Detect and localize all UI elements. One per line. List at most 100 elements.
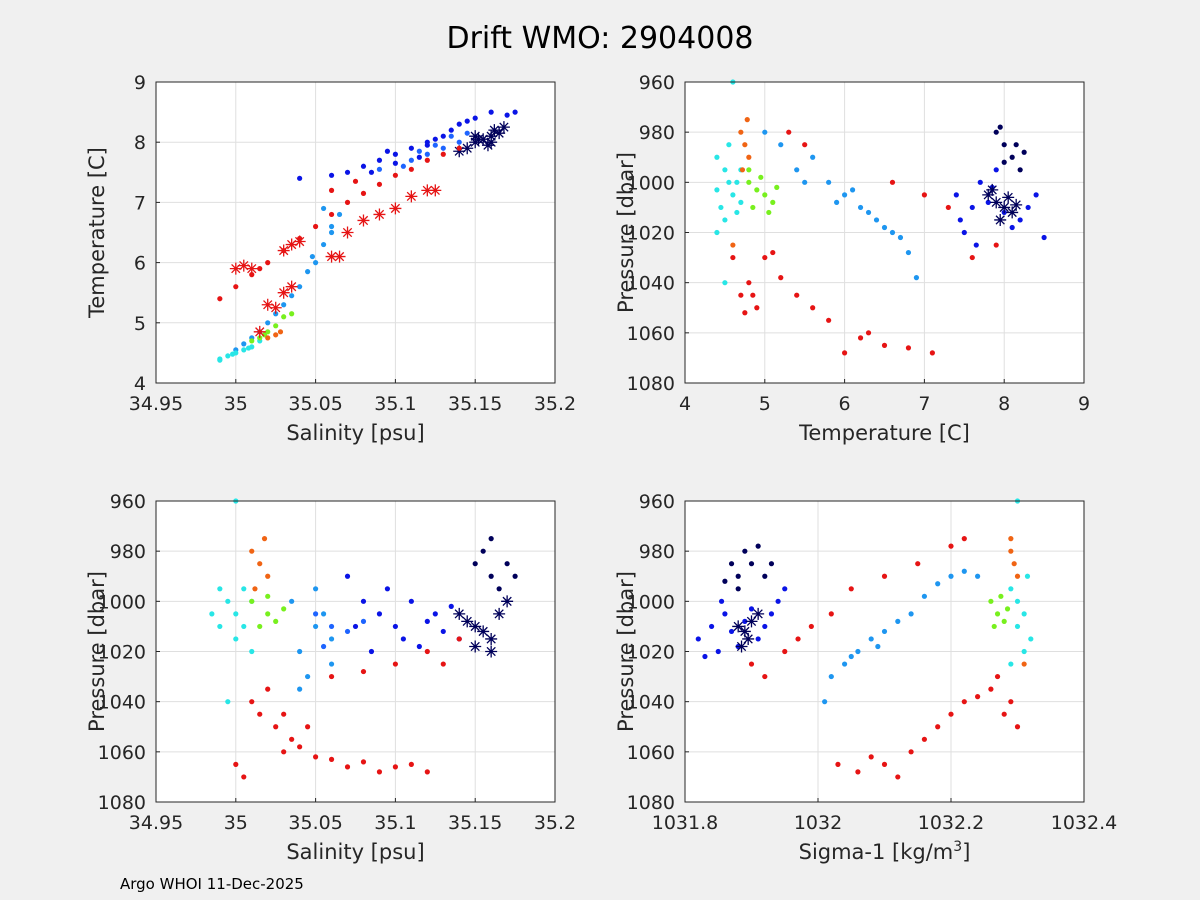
data-point [742, 142, 748, 148]
series-green [249, 593, 287, 630]
data-point [795, 636, 801, 642]
data-point-star [982, 188, 995, 201]
data-point [881, 342, 888, 348]
data-point [448, 603, 454, 609]
data-point [897, 234, 904, 241]
data-point [908, 611, 914, 617]
data-point [1041, 234, 1047, 241]
data-point [782, 586, 788, 592]
data-point [915, 561, 921, 567]
data-point [715, 648, 721, 655]
x-tick-label: 35.15 [448, 812, 502, 834]
data-point [472, 115, 478, 121]
data-point [1014, 598, 1021, 604]
data-point [464, 130, 470, 136]
data-point-star [488, 124, 501, 137]
data-point [225, 699, 231, 705]
data-point [249, 648, 255, 655]
x-tick-label: 6 [839, 393, 851, 415]
data-point [376, 611, 383, 617]
x-tick-label: 1032 [794, 812, 842, 834]
data-point [416, 643, 422, 650]
data-point [416, 148, 422, 154]
data-point [957, 217, 963, 223]
data-point-star [493, 607, 506, 620]
data-point [328, 229, 335, 236]
data-point [233, 284, 239, 290]
data-point [868, 636, 874, 642]
data-point [834, 199, 840, 205]
data-point [440, 145, 446, 151]
series-sky-blue [762, 129, 920, 281]
data-point [305, 269, 311, 275]
series-navy [993, 124, 1027, 173]
data-point [935, 724, 941, 730]
x-tick-label: 5 [759, 393, 771, 415]
data-point [750, 204, 756, 211]
data-point-star [237, 259, 250, 272]
data-point [695, 636, 701, 642]
data-point [808, 623, 814, 630]
data-point [289, 736, 295, 742]
data-point [297, 175, 303, 181]
x-tick-label: 8 [998, 393, 1010, 415]
data-point [988, 686, 994, 692]
data-point [344, 628, 351, 635]
data-point [997, 124, 1003, 130]
data-point [249, 548, 255, 554]
data-point [241, 623, 247, 630]
data-point [794, 292, 800, 298]
data-point [758, 174, 764, 180]
data-point [985, 199, 991, 205]
x-tick-label: 1032.4 [1051, 812, 1117, 834]
x-tick-label: 34.95 [129, 393, 183, 415]
data-point [225, 353, 231, 359]
data-point [336, 211, 343, 218]
series-red [233, 636, 462, 780]
data-point [480, 548, 486, 554]
data-point [217, 296, 223, 302]
data-point [309, 253, 316, 260]
data-point [277, 329, 284, 335]
data-point [273, 724, 279, 730]
y-tick-label: 960 [639, 72, 675, 94]
data-point [328, 211, 335, 218]
data-point-star [229, 262, 242, 275]
data-point [289, 598, 295, 604]
data-point [739, 167, 746, 173]
y-tick-label: 1040 [627, 692, 675, 714]
data-point [755, 636, 761, 642]
data-point [948, 573, 954, 579]
data-point [961, 699, 967, 705]
data-point [241, 774, 247, 780]
data-point [778, 142, 784, 148]
data-point [241, 347, 247, 353]
data-point [1008, 661, 1014, 667]
data-point [1033, 192, 1039, 198]
data-point [249, 338, 255, 344]
data-point [252, 586, 258, 592]
data-point [881, 761, 888, 767]
data-point [217, 586, 223, 592]
data-point [360, 759, 367, 765]
data-point-star [485, 136, 498, 149]
data-point [376, 769, 383, 775]
data-point [921, 192, 928, 198]
x-tick-label: 35 [224, 393, 248, 415]
data-point [257, 623, 263, 630]
data-point-star [429, 184, 442, 197]
x-axis-label-superscript: 3 [953, 839, 962, 855]
data-point [722, 167, 728, 173]
data-point [273, 323, 279, 329]
data-point [848, 653, 854, 660]
data-point [265, 686, 271, 692]
series-orange [730, 117, 752, 248]
data-point [456, 145, 462, 151]
series-navy-star [982, 183, 1023, 226]
data-point [456, 139, 462, 145]
x-tick-label: 4 [679, 393, 691, 415]
data-point [281, 606, 287, 612]
data-point [297, 648, 303, 655]
data-point [249, 272, 255, 278]
data-point [344, 199, 351, 205]
